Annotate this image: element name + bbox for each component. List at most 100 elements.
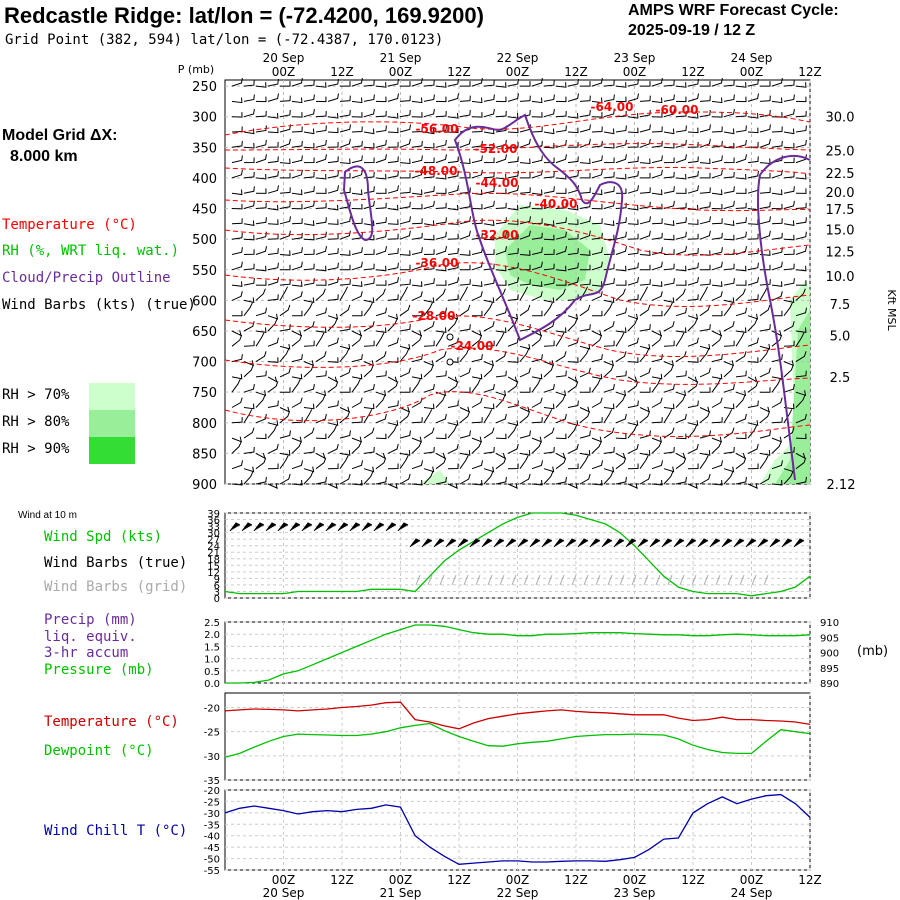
wind-barb	[699, 455, 709, 469]
dewpoint-series-label: Dewpoint (°C)	[44, 743, 154, 759]
wind-barbs-grid-label: Wind Barbs (grid)	[44, 579, 188, 595]
wind-barb	[567, 248, 579, 255]
wind-barb	[267, 277, 279, 286]
wind-barb	[507, 141, 519, 148]
wind-barb	[351, 354, 363, 363]
wind-barb	[363, 409, 373, 424]
wind-barb	[279, 286, 289, 301]
wind-barb	[519, 230, 531, 240]
wind-barb-grid	[607, 574, 613, 586]
wind-barb	[627, 170, 639, 179]
wind-barb	[627, 357, 639, 363]
wind-barb	[519, 343, 531, 350]
wind-barb	[531, 97, 543, 104]
pressure-tick-label: 850	[192, 447, 217, 462]
wind-barb	[663, 128, 675, 135]
wind-barb	[423, 200, 435, 209]
pressure-tick-label: 700	[192, 356, 217, 371]
wind-barb	[771, 140, 783, 148]
wind-barb	[327, 443, 339, 454]
temperature-contour	[224, 219, 811, 256]
legend-cloud-outline: Cloud/Precip Outline	[2, 270, 171, 286]
wind-barb	[567, 482, 578, 489]
wind-barb	[231, 417, 243, 424]
wind-barb	[507, 381, 519, 393]
wind-barb	[423, 157, 435, 164]
wind-barb	[771, 281, 783, 287]
wind-barb	[375, 288, 386, 301]
wind-barb	[303, 302, 313, 316]
wind-barb	[555, 288, 566, 301]
wind-barb	[699, 95, 711, 102]
wind-barb	[783, 446, 795, 454]
wind-barb-10m	[313, 522, 325, 532]
wind-barb	[387, 141, 399, 148]
wind-barb	[351, 112, 363, 118]
wind-barb	[255, 202, 267, 209]
wind-barb	[783, 171, 795, 179]
wind-barb	[639, 158, 651, 165]
wind-barb	[255, 96, 267, 103]
wind-barb	[471, 310, 483, 317]
wind-barb	[291, 354, 303, 363]
wind-barb	[423, 427, 435, 439]
wind-barb	[375, 82, 387, 88]
wind-barb	[771, 354, 783, 363]
wind-barb	[627, 127, 639, 134]
wind-barb	[471, 203, 483, 210]
wind-barb	[699, 450, 711, 456]
wind-barb	[375, 188, 387, 194]
wind-barb	[243, 278, 255, 286]
wind-barb	[327, 233, 339, 240]
wind-barb	[795, 452, 806, 460]
wind-barb	[291, 460, 303, 470]
wind-barb	[363, 446, 375, 454]
wind-barb	[555, 96, 567, 103]
wind-barb	[531, 203, 543, 210]
wind-barb	[231, 140, 243, 148]
wind-barb	[663, 142, 675, 149]
wind-barb	[327, 313, 339, 320]
wind-barb	[567, 425, 578, 439]
wind-barb	[471, 126, 483, 133]
wind-barb	[423, 302, 433, 316]
wind-barb	[291, 441, 302, 454]
wind-barb	[459, 348, 470, 362]
wind-barb	[603, 249, 615, 255]
wind-barb	[483, 234, 495, 241]
wind-barb	[555, 125, 567, 133]
wind-barb	[411, 232, 423, 240]
wind-barb-10m	[289, 522, 301, 532]
wind-barb	[759, 343, 771, 350]
wind-barb	[795, 96, 807, 103]
wind-barb	[435, 125, 447, 133]
wind-barb	[795, 82, 807, 88]
wind-barb	[280, 81, 291, 87]
wind-barb	[315, 96, 327, 103]
wind-barb	[327, 318, 338, 332]
wind-barb	[387, 420, 399, 426]
wind-barb	[591, 417, 603, 424]
wind-barb	[735, 332, 745, 347]
wind-barb	[267, 113, 279, 119]
wind-barb	[411, 247, 423, 255]
wind-barb	[663, 471, 674, 485]
wind-barb	[255, 82, 267, 88]
wind-barb	[255, 351, 267, 363]
cloud-outline	[757, 155, 811, 481]
wind-barb	[760, 387, 771, 393]
wind-speed-label: Wind Spd (kts)	[44, 529, 163, 545]
wind-barb	[567, 376, 578, 383]
wind-barb	[687, 443, 699, 454]
wind-barb	[327, 248, 339, 255]
wind-barb	[603, 364, 614, 378]
wind-barb	[255, 327, 267, 333]
wind-barb	[603, 200, 615, 209]
wind-barb	[279, 411, 291, 424]
wind-barb	[627, 113, 639, 119]
wind-barb	[423, 471, 434, 485]
wind-barb-grid	[583, 574, 589, 586]
wind-barb	[651, 334, 663, 347]
wind-barb	[471, 232, 483, 240]
wind-barb	[339, 250, 351, 256]
